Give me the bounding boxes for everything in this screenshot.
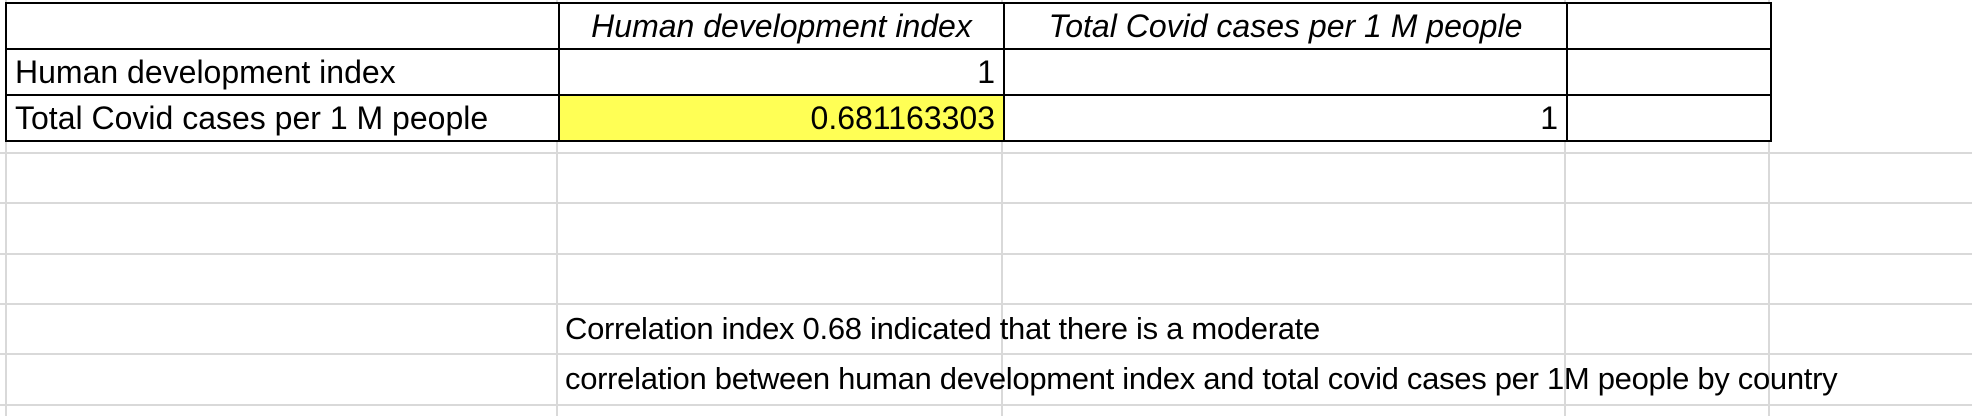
table-row: Total Covid cases per 1 M people 0.68116… bbox=[5, 94, 1772, 142]
grid-line bbox=[5, 0, 7, 416]
grid-line bbox=[556, 0, 558, 416]
empty-cell[interactable] bbox=[1566, 94, 1772, 142]
grid-line bbox=[1001, 0, 1003, 416]
cell-covid-covid[interactable]: 1 bbox=[1003, 94, 1568, 142]
cell-hdi-covid[interactable] bbox=[1003, 48, 1568, 96]
cell-covid-hdi-highlighted[interactable]: 0.681163303 bbox=[558, 94, 1005, 142]
grid-line bbox=[0, 152, 1972, 154]
correlation-note-line-1[interactable]: Correlation index 0.68 indicated that th… bbox=[565, 311, 1320, 346]
grid-line bbox=[0, 353, 1972, 355]
grid-line bbox=[0, 303, 1972, 305]
row-label-hdi[interactable]: Human development index bbox=[5, 48, 560, 96]
empty-cell[interactable] bbox=[1566, 2, 1772, 50]
table-row: Human development index 1 bbox=[5, 48, 1772, 96]
header-corner-cell[interactable] bbox=[5, 2, 560, 50]
empty-cell[interactable] bbox=[1566, 48, 1772, 96]
cell-hdi-hdi[interactable]: 1 bbox=[558, 48, 1005, 96]
grid-line bbox=[0, 253, 1972, 255]
grid-line bbox=[0, 404, 1972, 406]
row-label-covid-cases[interactable]: Total Covid cases per 1 M people bbox=[5, 94, 560, 142]
table-header-row: Human development index Total Covid case… bbox=[5, 2, 1772, 50]
correlation-table: Human development index Total Covid case… bbox=[5, 2, 1772, 142]
column-header-hdi[interactable]: Human development index bbox=[558, 2, 1005, 50]
column-header-covid-cases[interactable]: Total Covid cases per 1 M people bbox=[1003, 2, 1568, 50]
grid-line bbox=[1564, 0, 1566, 416]
grid-line bbox=[0, 202, 1972, 204]
correlation-note-line-2[interactable]: correlation between human development in… bbox=[565, 361, 1838, 396]
grid-line bbox=[1768, 0, 1770, 416]
